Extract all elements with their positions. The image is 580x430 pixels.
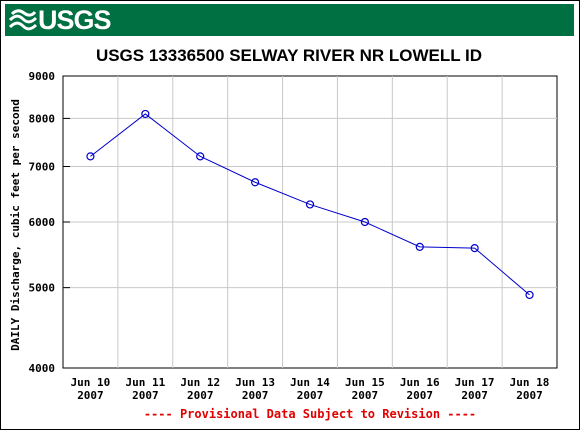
data-point bbox=[251, 178, 260, 187]
usgs-logo-icon bbox=[8, 9, 38, 31]
x-tick-label: Jun 11 bbox=[125, 376, 165, 389]
x-tick-label: Jun 14 bbox=[290, 376, 330, 389]
y-tick-label: 7000 bbox=[29, 160, 56, 173]
x-tick-label: Jun 13 bbox=[235, 376, 275, 389]
series-line bbox=[90, 113, 530, 296]
y-axis-label: DAILY Discharge, cubic feet per second bbox=[9, 99, 22, 351]
usgs-banner: USGS bbox=[5, 4, 574, 36]
provisional-note: ---- Provisional Data Subject to Revisio… bbox=[144, 407, 476, 421]
usgs-logo-text: USGS bbox=[38, 5, 112, 35]
x-tick-label-year: 2007 bbox=[352, 389, 379, 402]
y-tick-label: 5000 bbox=[29, 282, 56, 295]
data-point bbox=[141, 109, 150, 119]
x-tick-label: Jun 18 bbox=[510, 376, 550, 389]
x-tick-label-year: 2007 bbox=[516, 389, 543, 402]
grid-layer bbox=[63, 76, 557, 368]
x-tick-label: Jun 12 bbox=[180, 376, 220, 389]
data-point bbox=[525, 290, 534, 300]
data-point bbox=[360, 217, 369, 227]
data-point bbox=[470, 244, 479, 253]
y-tick-label: 4000 bbox=[29, 362, 56, 375]
y-tick-label: 8000 bbox=[29, 112, 56, 125]
data-point bbox=[86, 152, 95, 161]
y-tick-label: 6000 bbox=[29, 216, 56, 229]
x-tick-label-year: 2007 bbox=[242, 389, 269, 402]
x-tick-label-year: 2007 bbox=[461, 389, 488, 402]
x-tick-label: Jun 15 bbox=[345, 376, 385, 389]
x-tick-label-year: 2007 bbox=[77, 389, 104, 402]
x-tick-label-year: 2007 bbox=[407, 389, 434, 402]
x-tick-label-year: 2007 bbox=[187, 389, 214, 402]
y-ticks: 4000 5000 6000 7000 8000 9000 bbox=[29, 70, 70, 375]
y-tick-label: 9000 bbox=[29, 70, 56, 83]
x-tick-label: Jun 10 bbox=[71, 376, 111, 389]
data-point bbox=[196, 152, 205, 161]
data-point bbox=[305, 200, 315, 209]
x-tick-label: Jun 17 bbox=[455, 376, 495, 389]
series-layer bbox=[86, 109, 534, 300]
x-tick-label-year: 2007 bbox=[297, 389, 324, 402]
x-tick-label: Jun 16 bbox=[400, 376, 440, 389]
data-point bbox=[415, 242, 424, 251]
x-tick-label-year: 2007 bbox=[132, 389, 159, 402]
chart-title: USGS 13336500 SELWAY RIVER NR LOWELL ID bbox=[96, 46, 482, 65]
